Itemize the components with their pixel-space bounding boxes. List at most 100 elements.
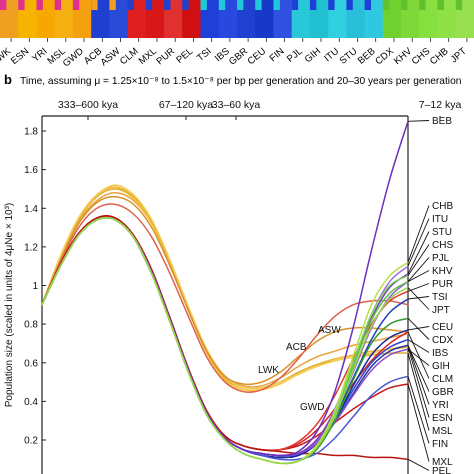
y-tick-label: 1.4 (24, 204, 38, 215)
bar-accent-chs (419, 0, 426, 10)
leader-line-mxl (407, 383, 430, 462)
bar-accent-yri (36, 0, 43, 10)
bar-label-pur: PUR (155, 46, 178, 67)
series-line-pjl (41, 217, 409, 457)
top-axis-label: 333–600 kya (58, 99, 118, 111)
right-label-msl: MSL (432, 426, 453, 437)
right-label-khv: KHV (432, 266, 453, 277)
bar-label-khv: KHV (392, 45, 415, 66)
bar-accent-mxl (145, 0, 153, 10)
bar-label-chs: CHS (410, 46, 433, 67)
top-axis-label: 7–12 kya (419, 99, 462, 111)
inline-label-asw: ASW (318, 325, 341, 336)
series-line-ibs (41, 217, 409, 459)
series-line-cdx (41, 217, 409, 465)
right-label-chs: CHS (432, 240, 453, 251)
axes (41, 115, 409, 474)
bar-label-clm: CLM (118, 46, 141, 67)
leader-line-gih (407, 348, 430, 366)
series-line-pur (41, 215, 409, 452)
leader-line-msl (407, 352, 430, 431)
series-line-fin (41, 217, 409, 461)
series-line-gbr (41, 217, 409, 459)
right-label-chb: CHB (432, 201, 453, 212)
y-tick-label: 0.6 (24, 358, 38, 369)
bar-accent-tsi (200, 0, 207, 10)
bar-accent-gih (309, 0, 317, 10)
bar-accent-beb (364, 0, 371, 10)
bar-label-beb: BEB (356, 46, 378, 67)
series-line-chs (41, 217, 409, 465)
bar-accent-chb (437, 0, 444, 10)
bar-label-pjl: PJL (285, 45, 305, 64)
bar-label-gbr: GBR (227, 46, 250, 68)
right-label-jpt: JPT (432, 305, 450, 316)
right-label-gbr: GBR (432, 387, 454, 398)
y-tick-label: 0.8 (24, 320, 38, 331)
inline-label-lwk: LWK (258, 365, 279, 376)
bar-label-gih: GIH (303, 46, 323, 65)
leader-line-yri (407, 345, 430, 405)
bar-label-pel: PEL (174, 45, 195, 66)
admixture-bar-strip (0, 0, 474, 38)
time-caption: Time, assuming μ = 1.25×10⁻⁸ to 1.5×10⁻⁸… (20, 76, 461, 87)
y-tick-label: 0.4 (24, 397, 38, 408)
right-label-ceu: CEU (432, 322, 453, 333)
right-label-stu: STU (432, 227, 452, 238)
leader-line-beb (407, 120, 430, 122)
leader-line-cdx (407, 317, 430, 340)
leader-line-chb (407, 205, 430, 263)
right-label-ibs: IBS (432, 348, 448, 359)
y-axis-ticks: 0.2 0.4 0.6 0.8 1 1.2 1.4 1.6 1.8 (24, 127, 46, 447)
series-line-khv (41, 217, 409, 465)
series-line-stu (41, 217, 409, 457)
series-line-jpt (41, 217, 409, 465)
leader-line-jpt (407, 287, 430, 310)
y-tick-label: 1.6 (24, 165, 38, 176)
right-label-cdx: CDX (432, 335, 453, 346)
bar-accent-fin (273, 0, 280, 10)
bar-accent-lwk (0, 0, 7, 10)
bar-label-itu: ITU (322, 46, 341, 64)
bar-accent-gwd (72, 0, 80, 10)
bar-accent-acb (91, 0, 98, 10)
top-axis-label: 33–60 kya (212, 99, 261, 111)
series-line-pel (41, 215, 409, 461)
bar-accent-itu (328, 0, 335, 10)
bar-accent-khv (401, 0, 408, 10)
right-label-yri: YRI (432, 400, 449, 411)
y-axis-label-text: Population size (scaled in units of 4μNe… (4, 203, 15, 407)
y-axis-label: Population size (scaled in units of 4μNe… (4, 203, 15, 407)
series-line-tsi (41, 217, 409, 459)
right-label-esn: ESN (432, 413, 453, 424)
right-label-beb: BEB (432, 116, 452, 127)
y-tick-label: 1 (32, 281, 38, 292)
series-line-chb (41, 217, 409, 465)
bar-accent-msl (54, 0, 62, 10)
bar-label-chb: CHB (428, 46, 451, 67)
bar-label-esn: ESN (9, 46, 31, 67)
series-line-acb (41, 195, 409, 386)
inline-series-labels: ASW ACB LWK GWD (258, 325, 341, 413)
leader-line-chs (407, 244, 430, 277)
right-label-pur: PUR (432, 279, 453, 290)
bar-label-mxl: MXL (137, 45, 160, 67)
right-label-clm: CLM (432, 374, 453, 385)
right-series-labels: BEB CHB ITU STU CHS PJL KHV PUR TSI JPT CEU CDX IBS G… (407, 116, 454, 474)
bar-accent-clm (127, 0, 134, 10)
right-label-pjl: PJL (432, 253, 450, 264)
series-line-beb (41, 120, 409, 457)
bar-accent-jpt (455, 0, 463, 10)
leader-line-tsi (407, 296, 430, 300)
inline-label-acb: ACB (286, 342, 307, 353)
y-tick-label: 1.8 (24, 127, 38, 138)
bar-accent-ceu (255, 0, 262, 10)
y-tick-label: 1.2 (24, 242, 38, 253)
series-lines (41, 120, 409, 465)
leader-line-pur (407, 283, 430, 292)
leader-line-khv (407, 270, 430, 282)
bar-accent-asw (109, 0, 116, 10)
